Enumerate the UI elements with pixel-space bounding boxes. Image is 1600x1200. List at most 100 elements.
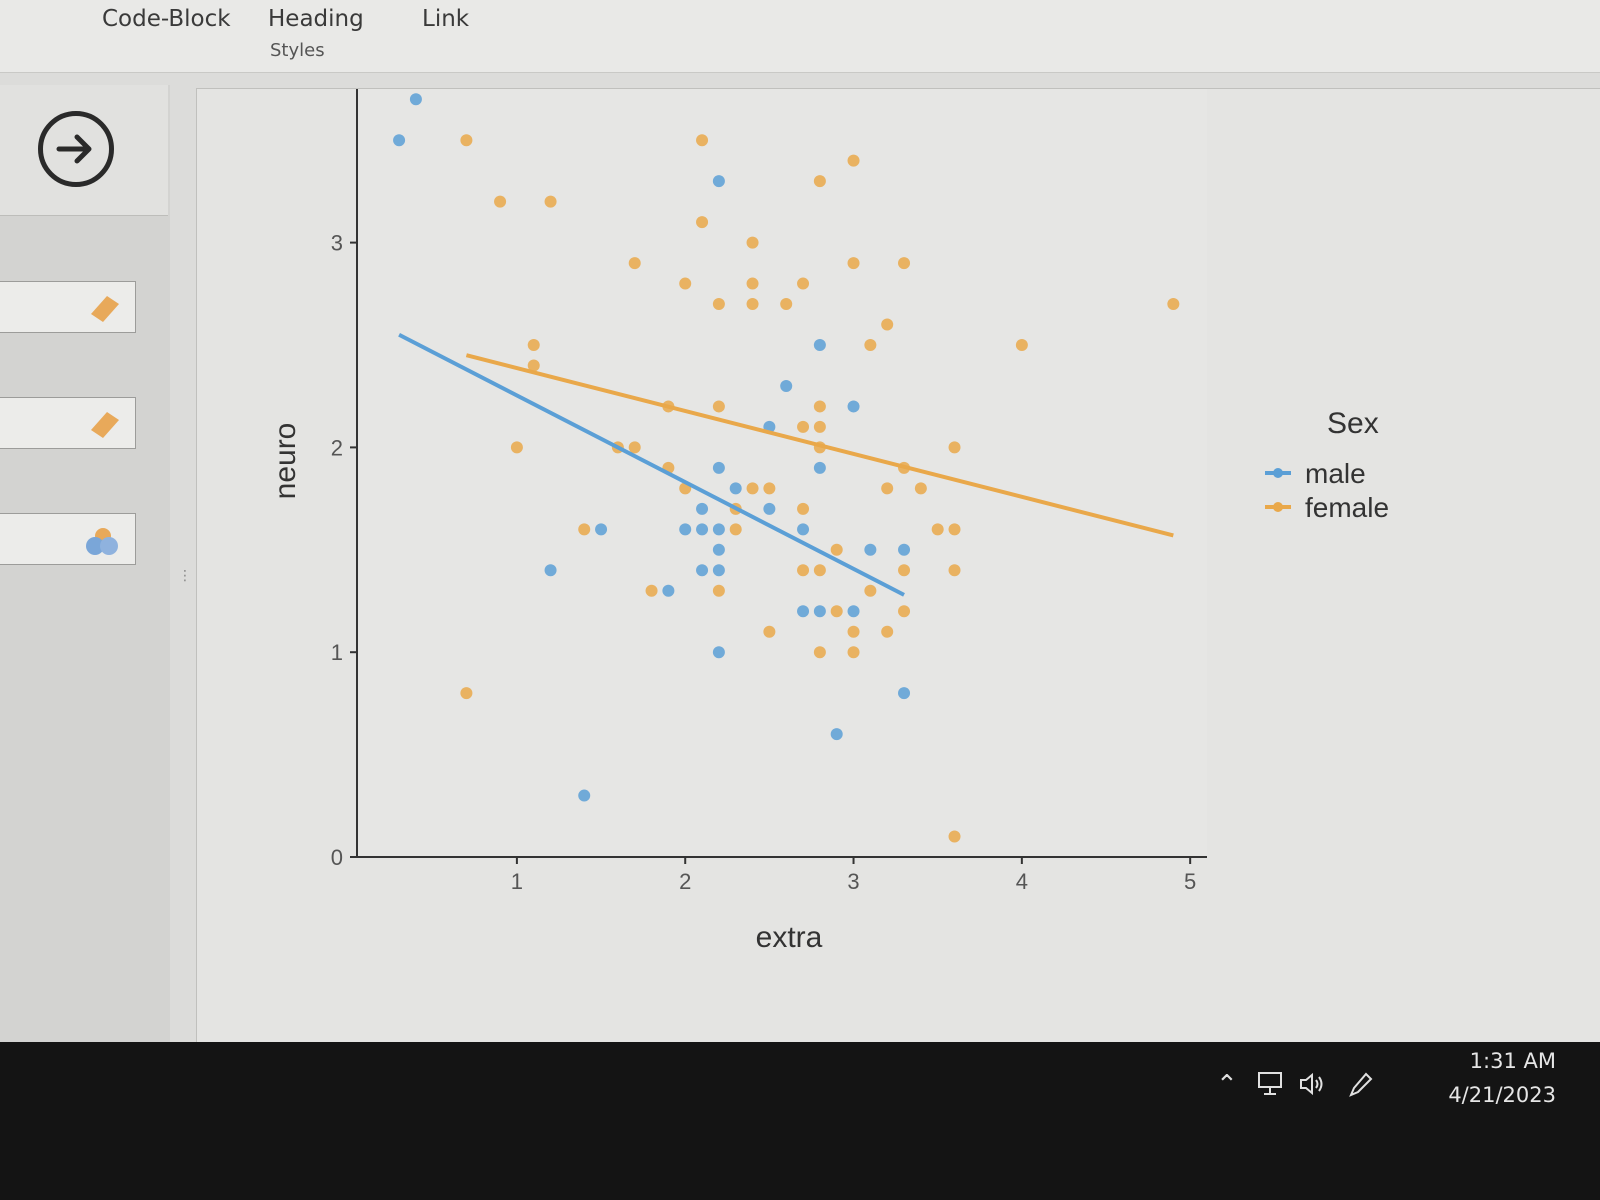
point-female	[847, 257, 860, 270]
trend-line-female	[465, 353, 1174, 538]
x-tick-label: 2	[679, 869, 691, 894]
point-female	[460, 134, 473, 147]
x-axis-label: extra	[756, 921, 823, 954]
point-female	[948, 830, 961, 843]
plot-panel	[357, 89, 1207, 857]
arrow-box	[0, 85, 168, 216]
y-tick-label: 3	[331, 231, 343, 256]
eraser-button-2[interactable]	[0, 397, 136, 449]
point-female	[746, 298, 759, 311]
point-male	[813, 461, 826, 474]
point-female	[898, 564, 911, 577]
trend-line-male	[398, 332, 905, 597]
panel-resize-grip[interactable]: ⋮	[178, 568, 192, 584]
point-female	[847, 646, 860, 659]
network-icon[interactable]	[1256, 1070, 1286, 1105]
point-female	[797, 277, 810, 290]
point-male	[409, 93, 422, 106]
point-female	[527, 359, 540, 372]
legend-key-dot-female	[1273, 502, 1283, 512]
y-axis-label: neuro	[269, 423, 302, 500]
pen-icon[interactable]	[1346, 1070, 1376, 1107]
ribbon-style-link[interactable]: Link	[422, 6, 470, 32]
point-male	[393, 134, 406, 147]
point-male	[662, 584, 675, 597]
ribbon-group-label: Styles	[270, 40, 325, 61]
legend-label-female: female	[1305, 492, 1389, 523]
point-female	[712, 584, 725, 597]
point-male	[864, 543, 877, 556]
volume-icon[interactable]	[1298, 1070, 1328, 1105]
clock[interactable]: 1:31 AM 4/21/2023	[1448, 1044, 1556, 1112]
arrow-right-circle-icon[interactable]	[38, 111, 114, 187]
point-male	[595, 523, 608, 536]
point-female	[645, 584, 658, 597]
point-male	[830, 728, 843, 741]
clock-date: 4/21/2023	[1448, 1083, 1556, 1107]
ribbon-style-code-block[interactable]: Code-Block	[102, 6, 231, 32]
ribbon-style-heading[interactable]: Heading	[268, 6, 364, 32]
point-female	[746, 236, 759, 249]
point-female	[881, 625, 894, 638]
point-female	[813, 646, 826, 659]
point-female	[830, 543, 843, 556]
point-female	[763, 625, 776, 638]
point-female	[813, 564, 826, 577]
eraser-button-1[interactable]	[0, 281, 136, 333]
point-female	[813, 400, 826, 413]
point-male	[898, 543, 911, 556]
point-female	[948, 441, 961, 454]
eraser-icon	[91, 412, 119, 438]
point-male	[813, 339, 826, 351]
point-male	[847, 605, 860, 618]
x-tick-label: 4	[1016, 869, 1028, 894]
point-female	[1167, 298, 1180, 311]
point-female	[460, 687, 473, 700]
side-panel	[0, 85, 170, 1060]
point-female	[578, 523, 591, 536]
y-tick-label: 1	[331, 640, 343, 665]
point-female	[729, 523, 742, 536]
point-female	[797, 502, 810, 515]
legend-title: Sex	[1327, 407, 1379, 440]
point-male	[712, 543, 725, 556]
taskbar: ⌃ 1:31 AM 4/21/2023	[0, 1042, 1600, 1200]
chevron-up-icon[interactable]: ⌃	[1216, 1070, 1238, 1100]
y-tick-label: 0	[331, 845, 343, 870]
x-tick-label: 3	[847, 869, 859, 894]
point-female	[628, 257, 641, 270]
ribbon: Code-Block Heading Link Styles	[0, 0, 1600, 73]
point-female	[847, 625, 860, 638]
point-female	[628, 441, 641, 454]
point-female	[797, 564, 810, 577]
point-female	[830, 605, 843, 618]
point-female	[763, 482, 776, 495]
point-female	[1015, 339, 1028, 351]
x-tick-label: 1	[511, 869, 523, 894]
point-female	[813, 420, 826, 433]
eraser-icon	[91, 296, 119, 322]
point-female	[864, 584, 877, 597]
point-female	[527, 339, 540, 351]
point-female	[948, 564, 961, 577]
shapes-button[interactable]	[0, 513, 136, 565]
point-female	[679, 277, 692, 290]
point-female	[813, 175, 826, 188]
axes: 1 2 3 4 5 0 1 2 3	[331, 89, 1207, 894]
point-male	[780, 379, 793, 392]
clock-time: 1:31 AM	[1469, 1049, 1556, 1073]
canvas-frame: 1 2 3 4 5 0 1 2 3 extra neuro Sex male female	[196, 88, 1600, 1061]
point-male	[712, 175, 725, 188]
point-female	[696, 134, 709, 147]
point-male	[712, 523, 725, 536]
point-female	[544, 195, 557, 208]
point-female	[847, 154, 860, 167]
point-female	[746, 277, 759, 290]
point-female	[797, 420, 810, 433]
point-female	[712, 400, 725, 413]
system-tray: ⌃ 1:31 AM 4/21/2023	[1216, 1042, 1556, 1142]
shapes-icon	[86, 528, 118, 555]
point-female	[510, 441, 523, 454]
point-male	[712, 564, 725, 577]
point-male	[696, 523, 709, 536]
